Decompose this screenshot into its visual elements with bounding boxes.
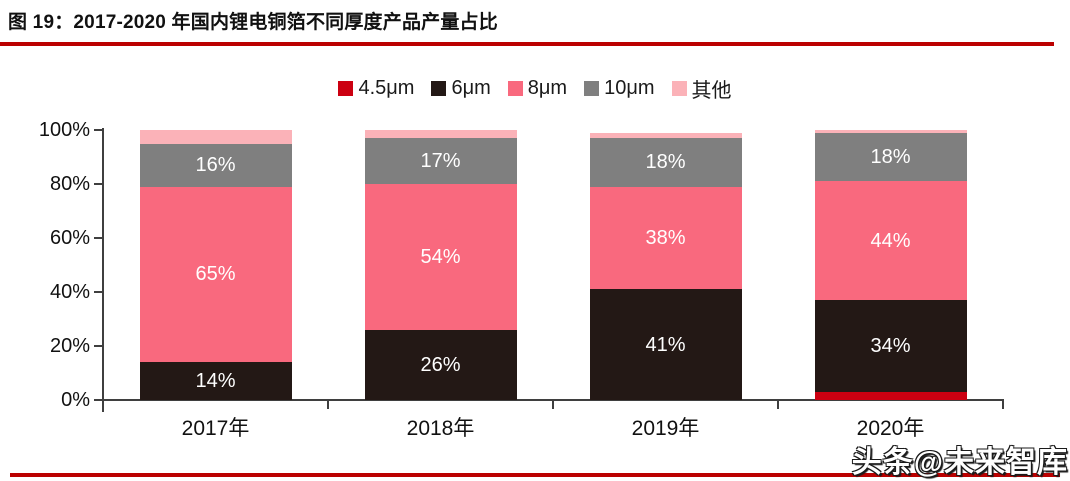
bar-segment-8μm bbox=[364, 184, 517, 330]
bar-segment-10μm bbox=[589, 138, 742, 187]
segment-label: 44% bbox=[870, 229, 911, 252]
segment-label: 41% bbox=[645, 333, 686, 356]
x-axis-tick bbox=[552, 400, 554, 409]
bar-segment-其他 bbox=[139, 130, 292, 144]
legend-swatch-icon bbox=[671, 81, 687, 96]
bar-2017年: 14% 65% 16% bbox=[139, 130, 292, 400]
segment-label: 26% bbox=[420, 353, 461, 376]
segment-label: 34% bbox=[870, 335, 911, 357]
bar-2018年: 26% 54% 17% bbox=[364, 130, 517, 400]
x-axis-tick bbox=[777, 400, 779, 409]
legend-label: 6μm bbox=[451, 77, 491, 99]
bar-segment-4.5μm bbox=[814, 391, 967, 400]
legend-label: 其他 bbox=[691, 80, 732, 102]
legend-label: 8μm bbox=[527, 77, 568, 99]
legend-swatch-icon bbox=[584, 81, 600, 96]
legend-item-4.5μm: 4.5μm bbox=[338, 77, 414, 100]
x-axis-tick bbox=[1002, 400, 1004, 409]
legend-item-8μm: 8μm bbox=[507, 77, 568, 100]
x-axis-tick bbox=[327, 400, 329, 409]
title-underline-rule bbox=[0, 42, 1054, 46]
bar-segment-8μm bbox=[139, 186, 292, 363]
segment-label: 38% bbox=[645, 227, 686, 249]
y-axis-label: 80% bbox=[49, 173, 90, 195]
y-axis-label: 40% bbox=[49, 281, 90, 303]
bar-segment-6μm bbox=[139, 362, 292, 400]
bar-2020年: 34% 44% 18% bbox=[814, 130, 967, 400]
segment-label: 16% bbox=[195, 154, 236, 177]
segment-label: 14% bbox=[195, 370, 236, 393]
segment-label: 65% bbox=[195, 263, 236, 286]
y-axis-tick bbox=[94, 183, 102, 185]
segment-label: 18% bbox=[645, 151, 686, 174]
segment-label: 17% bbox=[420, 150, 461, 173]
bar-segment-6μm bbox=[364, 329, 517, 400]
bar-segment-其他 bbox=[814, 130, 967, 133]
watermark: 头条@未来智库 bbox=[851, 446, 1068, 479]
bar-segment-10μm bbox=[814, 132, 967, 182]
legend-item-其他: 其他 bbox=[671, 74, 732, 103]
bar-segment-10μm bbox=[364, 138, 517, 184]
y-axis-label: 20% bbox=[49, 335, 90, 357]
legend-item-10μm: 10μm bbox=[584, 77, 655, 100]
bar-segment-6μm bbox=[814, 300, 967, 392]
x-axis-label: 2019年 bbox=[631, 417, 700, 440]
bar-segment-8μm bbox=[814, 181, 967, 301]
y-axis-tick bbox=[94, 237, 102, 239]
y-axis-line bbox=[102, 128, 104, 412]
x-axis-label: 2017年 bbox=[181, 417, 250, 440]
legend-swatch-icon bbox=[507, 81, 523, 96]
x-axis-label: 2018年 bbox=[406, 417, 475, 440]
y-axis-tick bbox=[94, 345, 102, 347]
bar-segment-其他 bbox=[364, 130, 517, 139]
y-axis-label: 60% bbox=[49, 227, 90, 249]
y-axis-tick bbox=[94, 129, 102, 131]
legend-item-6μm: 6μm bbox=[431, 77, 491, 100]
legend-label: 10μm bbox=[604, 77, 655, 99]
y-axis-tick bbox=[94, 291, 102, 293]
legend-swatch-icon bbox=[431, 81, 447, 96]
bar-segment-8μm bbox=[589, 186, 742, 290]
y-axis-label: 0% bbox=[61, 389, 90, 411]
bar-segment-6μm bbox=[589, 289, 742, 400]
x-axis-label: 2020年 bbox=[856, 417, 925, 440]
y-axis-label: 100% bbox=[38, 119, 90, 141]
chart-legend: 4.5μm 6μm 8μm 10μm 其他 bbox=[0, 74, 1070, 103]
bar-2019年: 41% 38% 18% bbox=[589, 130, 742, 400]
figure-title: 图 19：2017-2020 年国内锂电铜箔不同厚度产品产量占比 bbox=[8, 12, 498, 33]
segment-label: 18% bbox=[870, 146, 911, 168]
bar-segment-10μm bbox=[139, 143, 292, 187]
y-axis-tick bbox=[94, 399, 102, 401]
bottom-divider-rule bbox=[10, 473, 1060, 477]
bar-segment-其他 bbox=[589, 132, 742, 139]
segment-label: 54% bbox=[420, 245, 461, 268]
legend-label: 4.5μm bbox=[358, 77, 415, 99]
legend-swatch-icon bbox=[338, 81, 354, 96]
